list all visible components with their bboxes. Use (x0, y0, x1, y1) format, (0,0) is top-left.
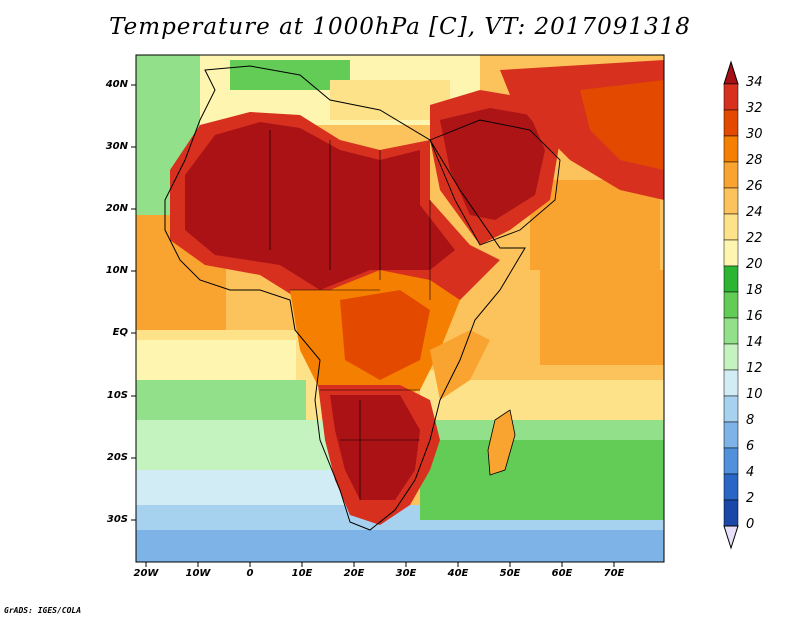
colorbar-band (723, 213, 739, 241)
lon-label: 30E (395, 568, 417, 579)
lon-label: 10W (185, 568, 211, 579)
colorbar-label: 20 (746, 257, 763, 272)
colorbar-label: 34 (746, 75, 763, 90)
lon-label: 20E (343, 568, 365, 579)
map-frame (135, 54, 665, 563)
colorbar-label: 18 (746, 283, 763, 298)
colorbar-band (723, 109, 739, 137)
colorbar-band (723, 161, 739, 189)
colorbar-label: 14 (746, 335, 763, 350)
colorbar-label: 22 (746, 231, 763, 246)
lon-label: 70E (603, 568, 625, 579)
axis-ticks (131, 84, 615, 567)
lat-label: EQ (112, 327, 128, 338)
colorbar (723, 60, 739, 550)
colorbar-band (723, 317, 739, 345)
lat-label: 20S (106, 452, 128, 463)
colorbar-label: 12 (746, 361, 763, 376)
colorbar-band (723, 291, 739, 319)
lon-label: 60E (551, 568, 573, 579)
lon-label: 10E (291, 568, 313, 579)
colorbar-band (723, 135, 739, 163)
colorbar-bottom-arrow (723, 525, 739, 550)
colorbar-label: 10 (746, 387, 763, 402)
colorbar-band (723, 343, 739, 371)
colorbar-label: 16 (746, 309, 763, 324)
colorbar-band (723, 499, 739, 527)
colorbar-label: 8 (746, 413, 755, 428)
colorbar-band (723, 395, 739, 423)
lat-label: 30S (106, 514, 128, 525)
colorbar-label: 28 (746, 153, 763, 168)
colorbar-label: 2 (746, 491, 755, 506)
map-title: Temperature at 1000hPa [C], VT: 20170913… (109, 14, 691, 40)
lon-label: 20W (133, 568, 159, 579)
lat-label: 30N (105, 141, 128, 152)
colorbar-label: 32 (746, 101, 763, 116)
colorbar-band (723, 369, 739, 397)
colorbar-label: 0 (746, 517, 755, 532)
colorbar-top-arrow (723, 60, 739, 85)
lat-label: 40N (105, 79, 128, 90)
colorbar-band (723, 83, 739, 111)
lat-label: 10N (105, 265, 128, 276)
colorbar-label: 6 (746, 439, 755, 454)
colorbar-label: 30 (746, 127, 763, 142)
colorbar-band (723, 473, 739, 501)
colorbar-band (723, 447, 739, 475)
lat-label: 10S (106, 390, 128, 401)
colorbar-band (723, 421, 739, 449)
colorbar-label: 24 (746, 205, 763, 220)
map-plot-area (136, 55, 664, 562)
colorbar-label: 4 (746, 465, 755, 480)
credit-text: GrADS: IGES/COLA (4, 606, 82, 615)
lon-label: 0 (246, 568, 254, 579)
colorbar-label: 26 (746, 179, 763, 194)
colorbar-band (723, 265, 739, 293)
colorbar-band (723, 187, 739, 215)
lon-label: 40E (447, 568, 469, 579)
lon-label: 50E (499, 568, 521, 579)
colorbar-band (723, 239, 739, 267)
lat-label: 20N (105, 203, 128, 214)
